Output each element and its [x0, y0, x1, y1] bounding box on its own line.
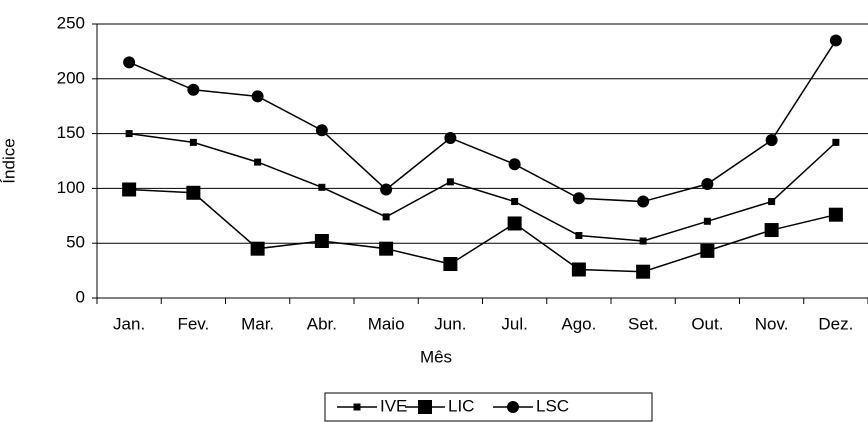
marker [701, 178, 714, 191]
y-tick-label: 150 [57, 123, 85, 142]
marker [764, 223, 779, 238]
marker [379, 241, 394, 256]
marker [511, 198, 519, 206]
marker [572, 192, 585, 205]
legend-label: LIC [448, 396, 474, 415]
marker [382, 213, 390, 221]
y-tick-label: 50 [66, 233, 85, 252]
marker [703, 217, 711, 225]
marker [639, 237, 647, 245]
y-axis-label: Índice [0, 138, 18, 183]
legend-label: IVE [380, 396, 407, 415]
y-tick-label: 0 [76, 287, 85, 306]
x-tick-label: Set. [628, 314, 658, 333]
x-tick-label: Jan. [113, 314, 145, 333]
series-line [129, 188, 837, 273]
legend-marker [353, 403, 361, 411]
marker [314, 234, 329, 249]
y-tick-label: 200 [57, 68, 85, 87]
marker [700, 243, 715, 258]
series-line [129, 132, 837, 242]
x-tick-label: Jul. [501, 314, 527, 333]
marker [443, 257, 458, 272]
x-tick-label: Abr. [307, 314, 337, 333]
marker [571, 262, 586, 277]
marker [575, 232, 583, 240]
marker [123, 56, 136, 69]
marker [636, 264, 651, 279]
x-tick-label: Maio [368, 314, 405, 333]
marker [829, 34, 842, 47]
marker [318, 183, 326, 191]
marker [189, 138, 197, 146]
x-tick-label: Ago. [561, 314, 596, 333]
series-line [128, 40, 837, 203]
marker [828, 207, 843, 222]
legend-label: LSC [536, 396, 569, 415]
y-tick-label: 250 [57, 13, 85, 32]
marker [187, 83, 200, 96]
x-axis-label: Mês [420, 347, 452, 366]
x-tick-label: Nov. [755, 314, 789, 333]
marker [765, 134, 778, 147]
marker [250, 241, 265, 256]
marker [637, 195, 650, 208]
x-tick-label: Mar. [241, 314, 274, 333]
legend-marker [507, 401, 519, 413]
marker [508, 158, 521, 171]
x-tick-label: Out. [691, 314, 723, 333]
x-tick-label: Fev. [177, 314, 209, 333]
marker [251, 90, 264, 103]
marker [380, 183, 393, 196]
marker [125, 130, 133, 138]
legend-box [324, 392, 653, 422]
marker [254, 158, 262, 166]
marker [186, 185, 201, 200]
marker [446, 178, 454, 186]
marker [315, 124, 328, 137]
y-tick-label: 100 [57, 178, 85, 197]
x-tick-label: Jun. [434, 314, 466, 333]
marker [507, 216, 522, 231]
x-tick-label: Dez. [818, 314, 853, 333]
marker [122, 182, 137, 197]
marker [444, 131, 457, 144]
legend-marker [418, 400, 432, 414]
marker [768, 198, 776, 206]
marker [832, 138, 840, 146]
